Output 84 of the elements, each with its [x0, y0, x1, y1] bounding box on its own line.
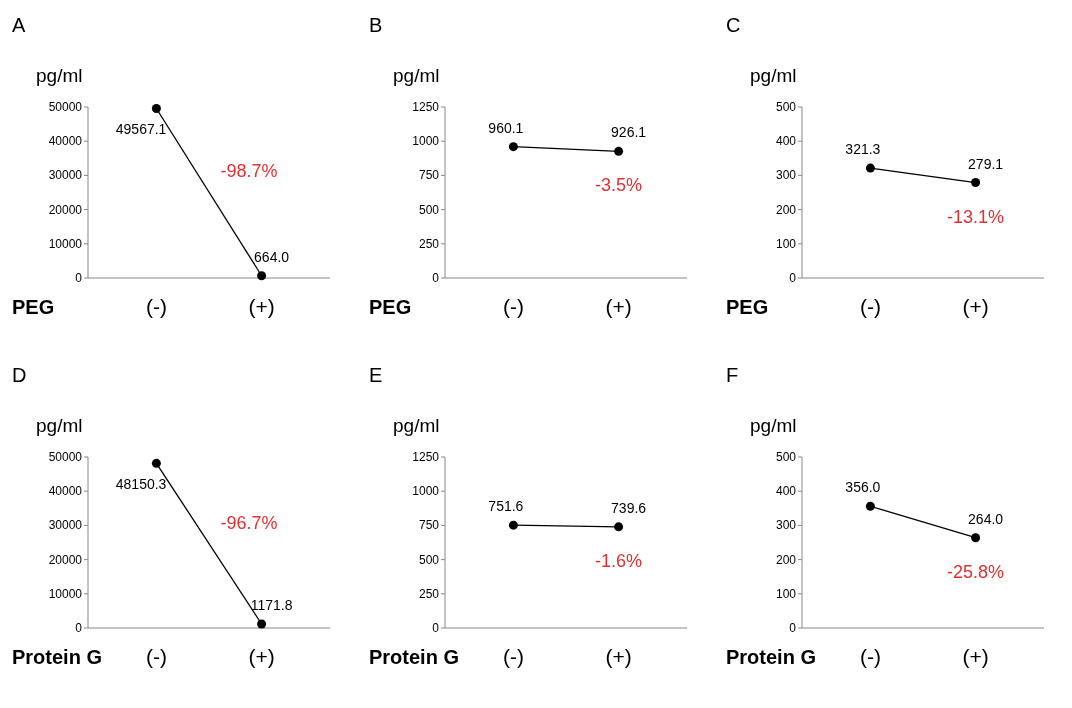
y-tick-label: 200	[775, 552, 797, 567]
y-axis-title: pg/ml	[393, 65, 440, 86]
y-tick-label: 0	[75, 271, 83, 285]
y-tick-label: 50000	[48, 100, 83, 114]
y-tick-label: 0	[75, 621, 83, 635]
y-tick-label: 20000	[48, 202, 83, 217]
chart-title: F	[726, 364, 739, 386]
y-tick-label: 10000	[48, 586, 83, 601]
y-tick-label: 30000	[48, 168, 83, 183]
x-tick-label: (+)	[248, 295, 275, 318]
x-tick-label: (+)	[962, 295, 989, 318]
y-tick-label: 0	[789, 621, 797, 635]
chart-title: A	[12, 14, 26, 36]
y-tick-label: 750	[418, 518, 440, 533]
y-axis-title: pg/ml	[750, 65, 797, 86]
annotation: -1.6%	[595, 550, 643, 571]
chart-title: D	[12, 364, 27, 386]
data-label: 664.0	[254, 248, 290, 265]
y-tick-label: 40000	[48, 484, 83, 499]
data-label: 356.0	[845, 479, 881, 496]
x-axis-title: PEG	[726, 296, 769, 318]
y-tick-label: 100	[775, 586, 797, 601]
y-axis-title: pg/ml	[36, 415, 83, 436]
y-tick-label: 1250	[412, 100, 440, 114]
x-tick-label: (-)	[859, 295, 881, 318]
y-tick-label: 1000	[412, 484, 440, 499]
x-axis-title: Protein G	[369, 646, 460, 668]
annotation: -13.1%	[947, 206, 1005, 227]
data-label: 49567.1	[115, 121, 167, 138]
annotation: -25.8%	[947, 561, 1005, 582]
y-tick-label: 40000	[48, 134, 83, 149]
y-tick-label: 500	[775, 450, 797, 464]
chart-title: E	[369, 364, 383, 386]
y-tick-label: 300	[775, 168, 797, 183]
annotation: -3.5%	[595, 175, 643, 196]
x-axis-title: Protein G	[12, 646, 103, 668]
x-axis-title: Protein G	[726, 646, 817, 668]
data-label: 926.1	[611, 124, 647, 141]
y-tick-label: 0	[432, 621, 440, 635]
x-tick-label: (+)	[605, 645, 632, 668]
chart-title: B	[369, 14, 383, 36]
y-tick-label: 10000	[48, 236, 83, 251]
y-tick-label: 400	[775, 134, 797, 149]
x-tick-label: (-)	[145, 645, 167, 668]
y-tick-label: 300	[775, 518, 797, 533]
data-label: 1171.8	[250, 596, 293, 613]
x-tick-label: (-)	[502, 645, 524, 668]
y-tick-label: 0	[789, 271, 797, 285]
data-label: 751.6	[488, 498, 524, 515]
data-label: 48150.3	[115, 476, 167, 493]
data-label: 739.6	[611, 499, 647, 516]
x-tick-label: (+)	[605, 295, 632, 318]
y-tick-label: 400	[775, 484, 797, 499]
data-label: 321.3	[845, 141, 881, 158]
y-tick-label: 500	[418, 552, 440, 567]
y-tick-label: 750	[418, 168, 440, 183]
y-tick-label: 500	[418, 202, 440, 217]
x-tick-label: (+)	[248, 645, 275, 668]
data-label: 960.1	[488, 119, 524, 136]
y-axis-title: pg/ml	[750, 415, 797, 436]
y-tick-label: 250	[418, 236, 440, 251]
y-tick-label: 1000	[412, 134, 440, 149]
x-tick-label: (-)	[145, 295, 167, 318]
x-axis-title: PEG	[12, 296, 55, 318]
y-tick-label: 250	[418, 586, 440, 601]
annotation: -98.7%	[220, 161, 278, 182]
x-tick-label: (-)	[502, 295, 524, 318]
annotation: -96.7%	[220, 512, 278, 533]
data-label: 279.1	[968, 155, 1004, 172]
chart-title: C	[726, 14, 741, 36]
y-tick-label: 200	[775, 202, 797, 217]
data-label: 264.0	[968, 510, 1004, 527]
y-tick-label: 500	[775, 100, 797, 114]
y-tick-label: 100	[775, 236, 797, 251]
y-tick-label: 50000	[48, 450, 83, 464]
y-tick-label: 1250	[412, 450, 440, 464]
y-tick-label: 0	[432, 271, 440, 285]
x-tick-label: (-)	[859, 645, 881, 668]
y-axis-title: pg/ml	[36, 65, 83, 86]
x-tick-label: (+)	[962, 645, 989, 668]
x-axis-title: PEG	[369, 296, 412, 318]
y-axis-title: pg/ml	[393, 415, 440, 436]
y-tick-label: 20000	[48, 552, 83, 567]
y-tick-label: 30000	[48, 518, 83, 533]
